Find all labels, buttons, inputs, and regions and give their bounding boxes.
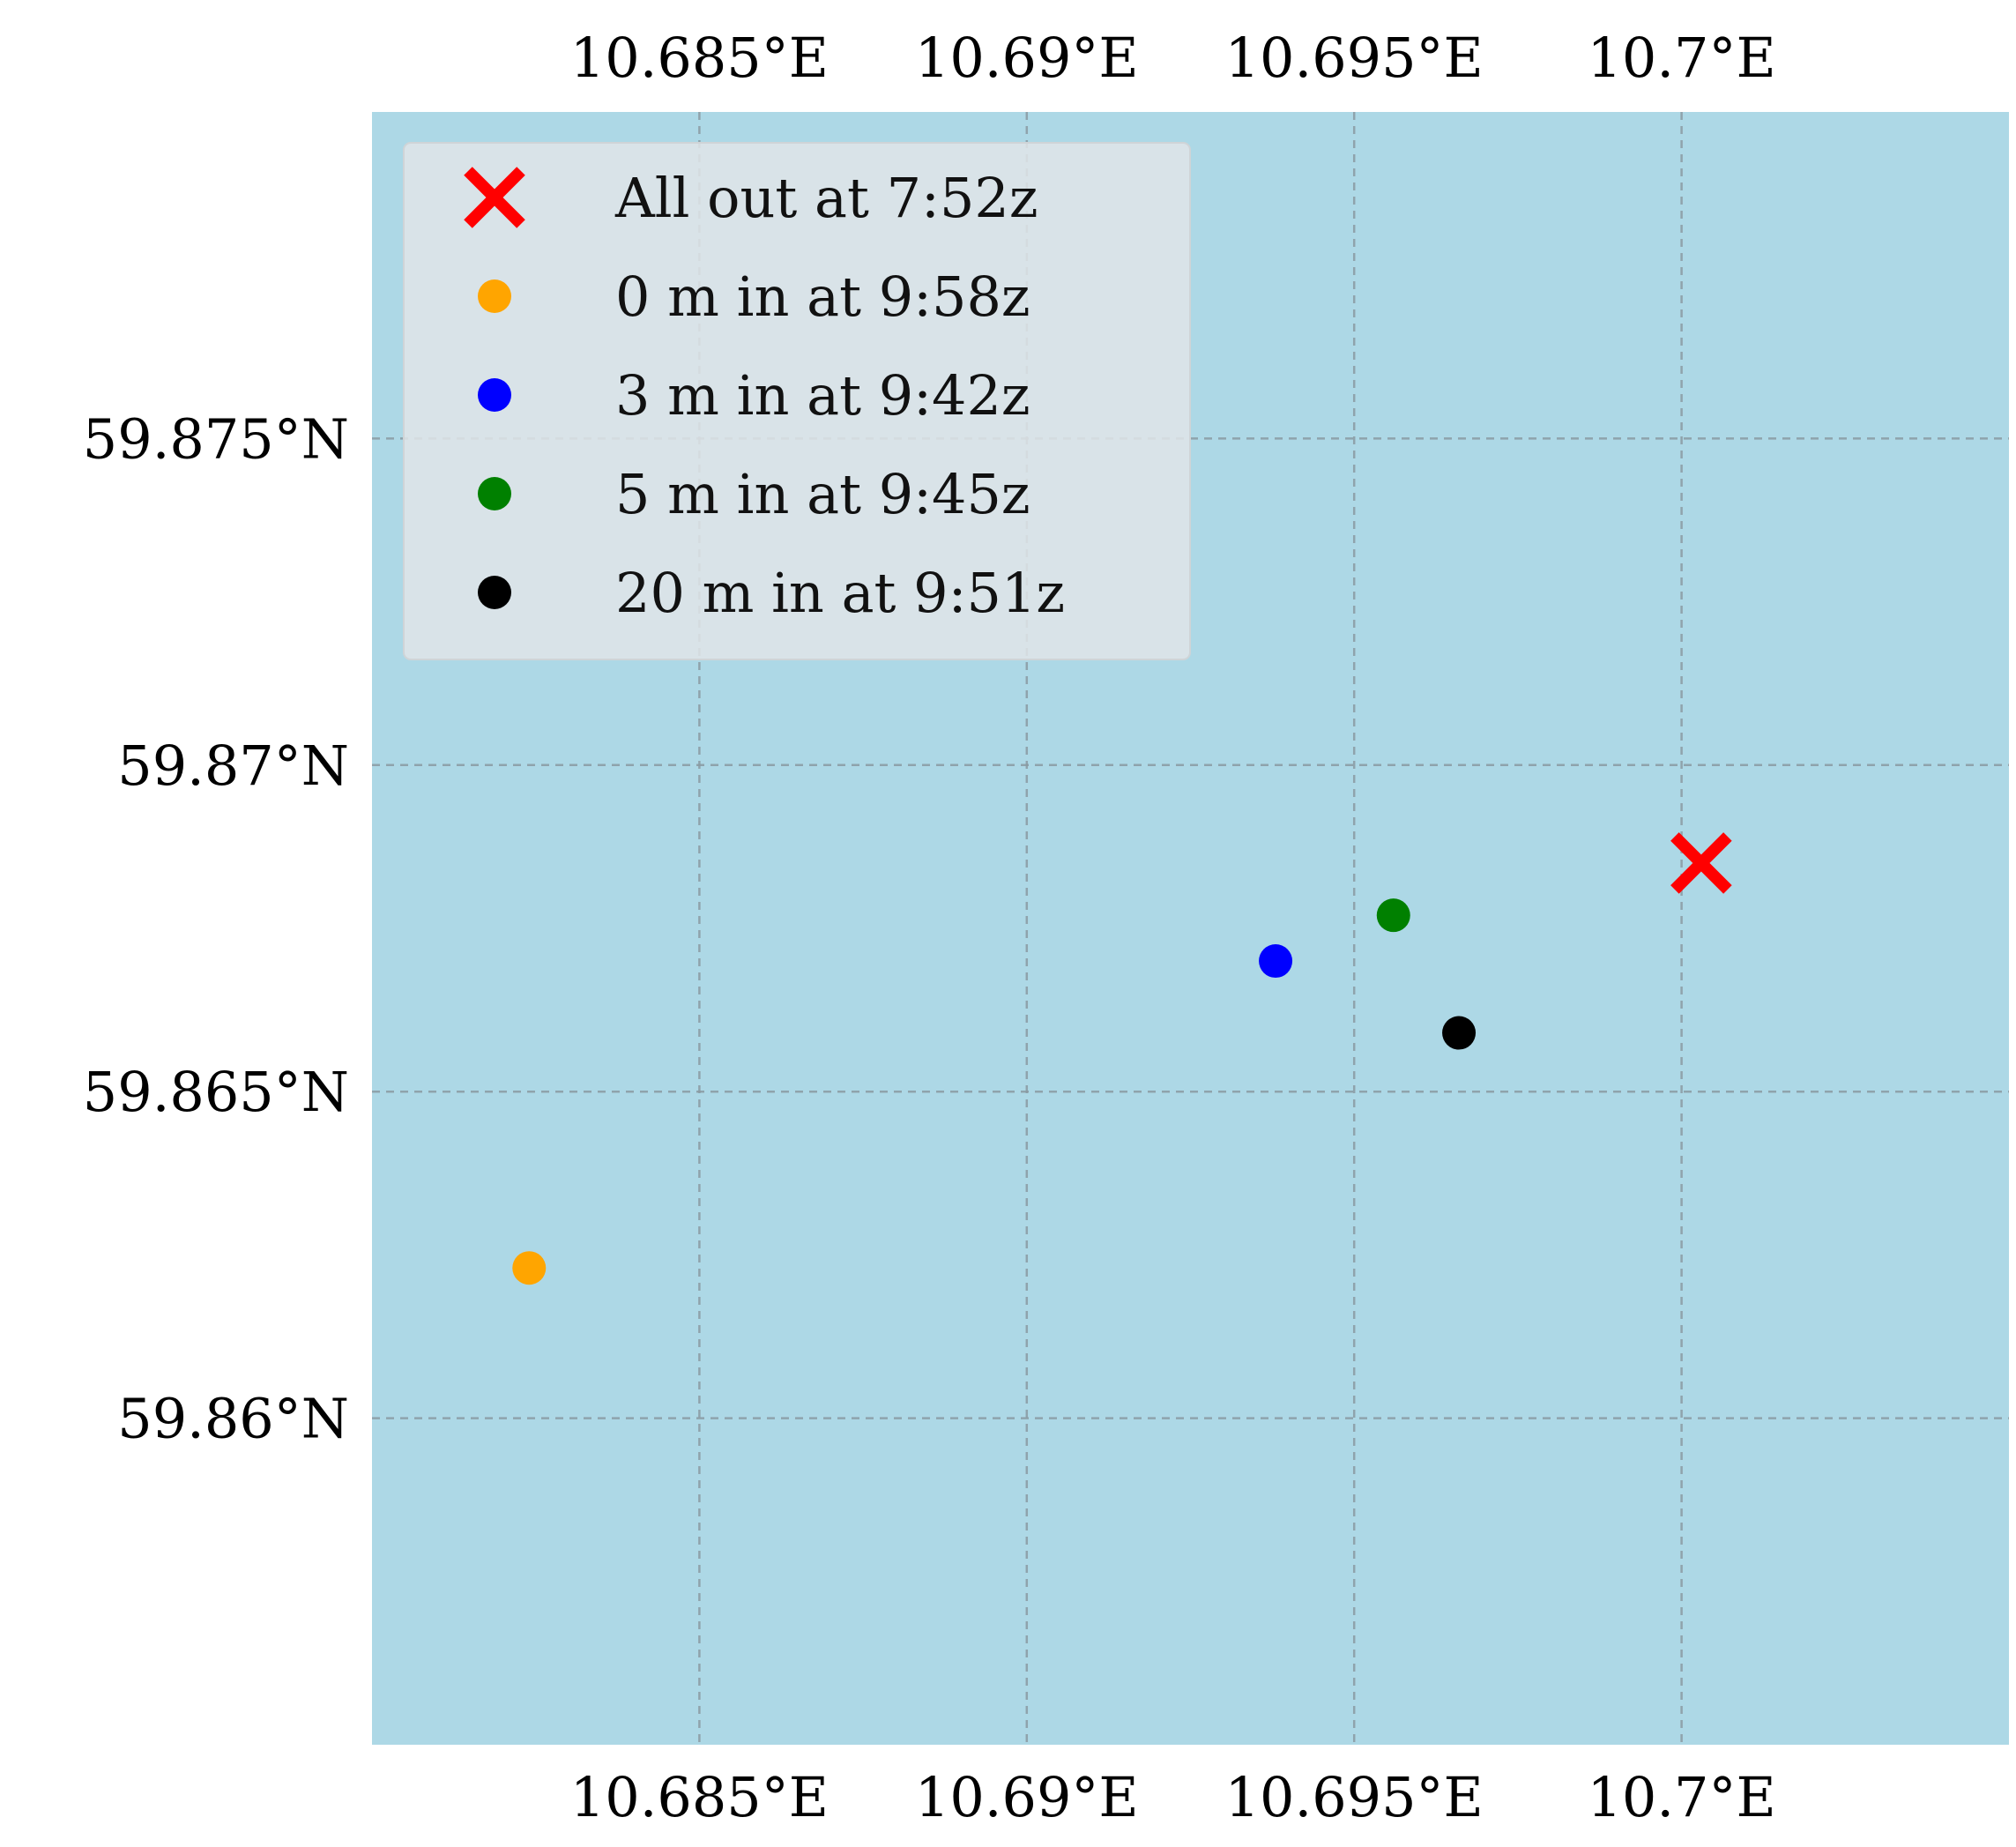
marker-x-0-0 [1670,832,1732,894]
x-tick-label-top-1: 10.69°E [915,26,1139,90]
x-tick-label-bottom-0: 10.685°E [570,1765,829,1829]
y-tick-label-2: 59.865°N [83,1060,349,1124]
legend-label-3: 5 m in at 9:45z [615,462,1030,526]
x-tick-label-top-0: 10.685°E [570,26,829,90]
legend-label-0: All out at 7:52z [614,166,1038,230]
x-tick-label-bottom-1: 10.69°E [915,1765,1139,1829]
legend-marker-2 [478,378,511,412]
legend-marker-1 [478,279,511,313]
legend-label-4: 20 m in at 9:51z [615,561,1065,625]
axis-tick-labels: 10.685°E 10.685°E 10.69°E 10.69°E 10.695°E 10… [83,26,1776,1829]
y-tick-label-1: 59.87°N [117,734,349,798]
legend-box [403,142,1191,660]
marker-dot-2-0 [1259,944,1293,979]
x-tick-label-top-2: 10.695°E [1225,26,1484,90]
legend-label-2: 3 m in at 9:42z [615,363,1030,428]
x-tick-label-bottom-3: 10.7°E [1587,1765,1775,1829]
x-tick-label-bottom-2: 10.695°E [1225,1765,1484,1829]
legend-marker-0 [464,167,525,228]
legend-label-1: 0 m in at 9:58z [615,264,1030,329]
legend-marker-4 [478,576,511,609]
legend: All out at 7:52z 0 m in at 9:58z 3 m in at… [403,142,1191,660]
marker-dot-4-0 [1442,1016,1477,1050]
x-tick-label-top-3: 10.7°E [1587,26,1775,90]
marker-dot-3-0 [1376,898,1410,933]
y-tick-label-0: 59.875°N [83,406,349,471]
data-markers [512,832,1732,1285]
legend-marker-3 [478,477,511,510]
marker-dot-1-0 [512,1251,547,1285]
y-tick-label-3: 59.86°N [117,1387,349,1451]
